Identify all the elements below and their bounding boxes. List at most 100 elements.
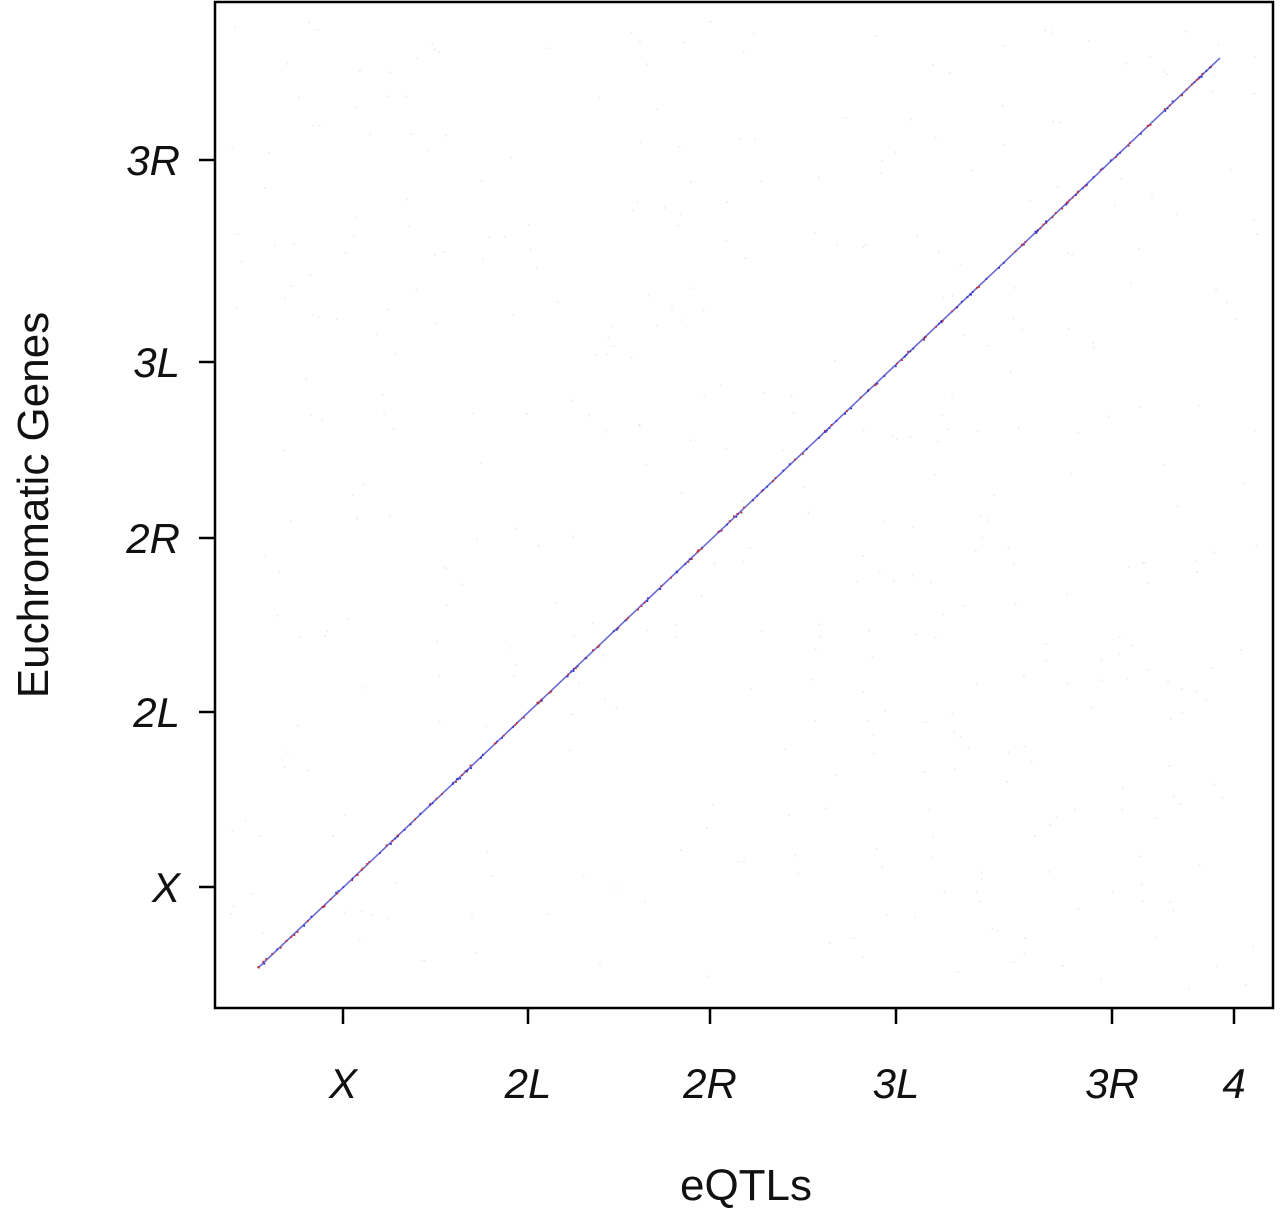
cis-eqtl-point bbox=[379, 852, 381, 854]
trans-eqtl-point bbox=[423, 959, 426, 962]
cis-eqtl-point bbox=[394, 837, 397, 840]
cis-eqtl-point bbox=[403, 829, 406, 831]
trans-eqtl-point bbox=[978, 900, 981, 903]
cis-eqtl-point bbox=[466, 769, 469, 772]
trans-eqtl-point bbox=[307, 769, 310, 772]
cis-eqtl-point bbox=[306, 920, 309, 922]
cis-eqtl-point bbox=[271, 953, 274, 955]
trans-eqtl-point bbox=[868, 630, 871, 633]
trans-eqtl-point bbox=[1175, 213, 1178, 216]
trans-eqtl-point bbox=[416, 57, 419, 60]
trans-eqtl-point bbox=[1177, 505, 1179, 508]
cis-eqtl-point bbox=[1115, 156, 1117, 158]
trans-eqtl-point bbox=[1168, 765, 1171, 767]
trans-eqtl-point bbox=[883, 520, 885, 523]
cis-eqtl-point bbox=[905, 354, 908, 356]
cis-eqtl-point bbox=[612, 630, 615, 632]
trans-eqtl-point bbox=[954, 768, 956, 770]
cis-eqtl-point bbox=[774, 477, 777, 479]
trans-eqtl-point bbox=[1172, 909, 1175, 912]
trans-eqtl-point bbox=[298, 636, 301, 638]
trans-eqtl-point bbox=[570, 399, 572, 402]
trans-eqtl-point bbox=[537, 545, 540, 547]
trans-eqtl-point bbox=[1013, 961, 1015, 963]
y-axis-title: Euchromatic Genes bbox=[9, 312, 58, 698]
trans-eqtl-point bbox=[309, 274, 311, 276]
cis-eqtl-point bbox=[643, 601, 646, 604]
cis-eqtl-point bbox=[1068, 199, 1071, 202]
trans-eqtl-point bbox=[1045, 659, 1048, 662]
trans-eqtl-point bbox=[630, 356, 633, 359]
trans-eqtl-point bbox=[388, 514, 391, 517]
trans-eqtl-point bbox=[744, 257, 747, 259]
x-tick-label: X bbox=[328, 1060, 359, 1107]
trans-eqtl-point bbox=[1213, 783, 1216, 785]
cis-eqtl-point bbox=[396, 835, 399, 838]
trans-eqtl-point bbox=[932, 64, 934, 66]
trans-eqtl-point bbox=[814, 720, 816, 722]
trans-eqtl-point bbox=[1012, 563, 1015, 566]
trans-eqtl-point bbox=[664, 207, 666, 209]
trans-eqtl-point bbox=[381, 394, 384, 396]
trans-eqtl-point bbox=[986, 519, 989, 521]
trans-eqtl-point bbox=[655, 108, 658, 111]
trans-eqtl-point bbox=[862, 691, 865, 693]
trans-eqtl-point bbox=[421, 959, 423, 962]
trans-eqtl-point bbox=[1141, 900, 1144, 902]
cis-eqtl-point bbox=[512, 726, 514, 728]
trans-eqtl-point bbox=[814, 231, 816, 234]
trans-eqtl-point bbox=[1221, 796, 1223, 799]
trans-eqtl-point bbox=[996, 930, 999, 932]
cis-eqtl-point bbox=[303, 925, 306, 927]
trans-eqtl-point bbox=[1021, 328, 1023, 331]
trans-eqtl-point bbox=[655, 325, 658, 327]
trans-eqtl-point bbox=[1212, 90, 1214, 92]
trans-eqtl-point bbox=[893, 580, 895, 582]
trans-eqtl-point bbox=[1196, 690, 1198, 693]
trans-eqtl-point bbox=[1133, 132, 1136, 134]
cis-eqtl-point bbox=[1140, 132, 1142, 135]
trans-eqtl-point bbox=[862, 246, 864, 248]
marks-layer bbox=[230, 21, 1258, 990]
trans-eqtl-point bbox=[573, 634, 575, 637]
cis-eqtl-point bbox=[1045, 220, 1047, 223]
cis-eqtl-point bbox=[830, 424, 833, 426]
trans-eqtl-point bbox=[682, 41, 685, 44]
trans-eqtl-point bbox=[268, 151, 270, 154]
trans-eqtl-point bbox=[962, 605, 965, 607]
cis-eqtl-point bbox=[720, 529, 723, 532]
trans-eqtl-point bbox=[967, 747, 969, 750]
cis-eqtl-point bbox=[1042, 223, 1045, 226]
trans-eqtl-point bbox=[427, 149, 430, 152]
cis-eqtl-point bbox=[1076, 191, 1079, 194]
cis-eqtl-point bbox=[904, 355, 906, 358]
cis-eqtl-point bbox=[257, 966, 260, 968]
cis-eqtl-point bbox=[493, 742, 496, 745]
cis-eqtl-point bbox=[835, 420, 838, 422]
cis-eqtl-point bbox=[414, 818, 416, 821]
trans-eqtl-point bbox=[607, 337, 610, 339]
trans-eqtl-point bbox=[1008, 751, 1010, 753]
cis-eqtl-point bbox=[751, 499, 754, 501]
cis-eqtl-point bbox=[675, 570, 678, 573]
cis-eqtl-point bbox=[262, 960, 265, 963]
cis-eqtl-point bbox=[496, 740, 498, 743]
trans-eqtl-point bbox=[671, 306, 673, 308]
cis-eqtl-point bbox=[1200, 75, 1203, 78]
cis-eqtl-point bbox=[625, 618, 628, 621]
cis-eqtl-point bbox=[735, 515, 738, 518]
cis-eqtl-point bbox=[670, 576, 672, 579]
cis-eqtl-point bbox=[922, 338, 925, 341]
cis-eqtl-point bbox=[465, 770, 468, 773]
cis-eqtl-point bbox=[342, 886, 345, 889]
cis-eqtl-point bbox=[978, 286, 980, 288]
trans-eqtl-point bbox=[971, 169, 973, 172]
trans-eqtl-point bbox=[606, 353, 608, 356]
cis-eqtl-point bbox=[896, 362, 898, 365]
trans-eqtl-point bbox=[1125, 63, 1127, 65]
trans-eqtl-point bbox=[1253, 429, 1256, 432]
trans-eqtl-point bbox=[875, 35, 877, 37]
trans-eqtl-point bbox=[345, 252, 347, 254]
cis-eqtl-point bbox=[452, 783, 454, 785]
cis-eqtl-point bbox=[717, 531, 720, 533]
